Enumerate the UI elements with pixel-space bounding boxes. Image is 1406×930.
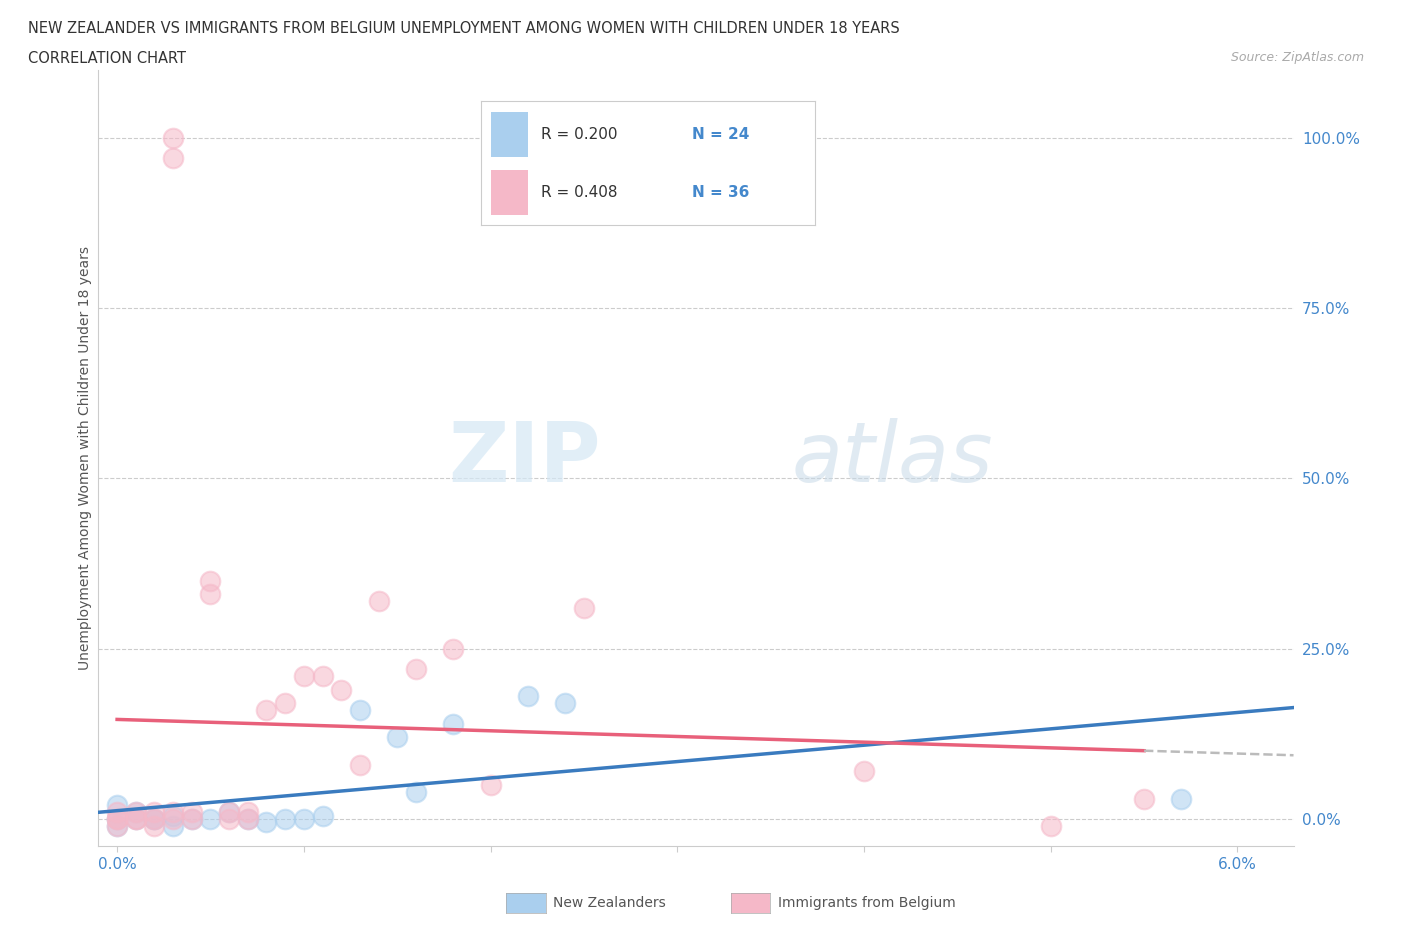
Point: [330, 683, 353, 698]
Point: [200, 573, 222, 588]
Point: [180, 812, 202, 827]
Point: [441, 642, 464, 657]
Text: New Zealanders: New Zealanders: [553, 896, 665, 910]
Point: [274, 696, 297, 711]
Point: [853, 764, 876, 778]
Point: [256, 815, 278, 830]
Point: [236, 804, 259, 819]
Point: [405, 662, 427, 677]
Point: [162, 151, 184, 166]
Point: [143, 818, 166, 833]
Point: [218, 804, 240, 819]
Point: [125, 804, 148, 819]
Point: [349, 703, 371, 718]
Point: [200, 587, 222, 602]
Point: [143, 812, 166, 827]
Point: [143, 804, 166, 819]
Point: [105, 812, 128, 827]
Point: [405, 784, 427, 799]
Point: [200, 812, 222, 827]
Point: [311, 669, 333, 684]
Point: [162, 812, 184, 827]
Point: [236, 812, 259, 827]
Point: [105, 798, 128, 813]
Point: [125, 812, 148, 827]
Point: [143, 812, 166, 827]
Point: [367, 593, 389, 608]
Point: [441, 716, 464, 731]
Point: [105, 818, 128, 833]
Point: [105, 818, 128, 833]
Point: [554, 696, 576, 711]
Point: [162, 808, 184, 823]
Text: ZIP: ZIP: [449, 418, 600, 498]
Point: [180, 804, 202, 819]
Point: [479, 777, 502, 792]
Point: [236, 812, 259, 827]
Point: [162, 130, 184, 145]
Point: [125, 812, 148, 827]
Point: [105, 812, 128, 827]
Point: [162, 804, 184, 819]
Point: [218, 804, 240, 819]
Point: [349, 757, 371, 772]
Point: [105, 804, 128, 819]
Point: [516, 689, 538, 704]
Text: CORRELATION CHART: CORRELATION CHART: [28, 51, 186, 66]
Point: [125, 812, 148, 827]
Point: [105, 812, 128, 827]
Text: Source: ZipAtlas.com: Source: ZipAtlas.com: [1230, 51, 1364, 64]
Point: [256, 703, 278, 718]
Point: [125, 804, 148, 819]
Point: [274, 812, 297, 827]
Y-axis label: Unemployment Among Women with Children Under 18 years: Unemployment Among Women with Children U…: [77, 246, 91, 670]
Point: [572, 601, 595, 616]
Point: [1133, 791, 1156, 806]
Point: [162, 818, 184, 833]
Point: [1170, 791, 1192, 806]
Point: [218, 812, 240, 827]
Point: [143, 812, 166, 827]
Point: [311, 808, 333, 823]
Point: [180, 812, 202, 827]
Point: [292, 812, 315, 827]
Point: [292, 669, 315, 684]
Text: Immigrants from Belgium: Immigrants from Belgium: [778, 896, 955, 910]
Text: atlas: atlas: [792, 418, 993, 498]
Text: NEW ZEALANDER VS IMMIGRANTS FROM BELGIUM UNEMPLOYMENT AMONG WOMEN WITH CHILDREN : NEW ZEALANDER VS IMMIGRANTS FROM BELGIUM…: [28, 21, 900, 36]
Point: [1039, 818, 1062, 833]
Point: [385, 730, 409, 745]
